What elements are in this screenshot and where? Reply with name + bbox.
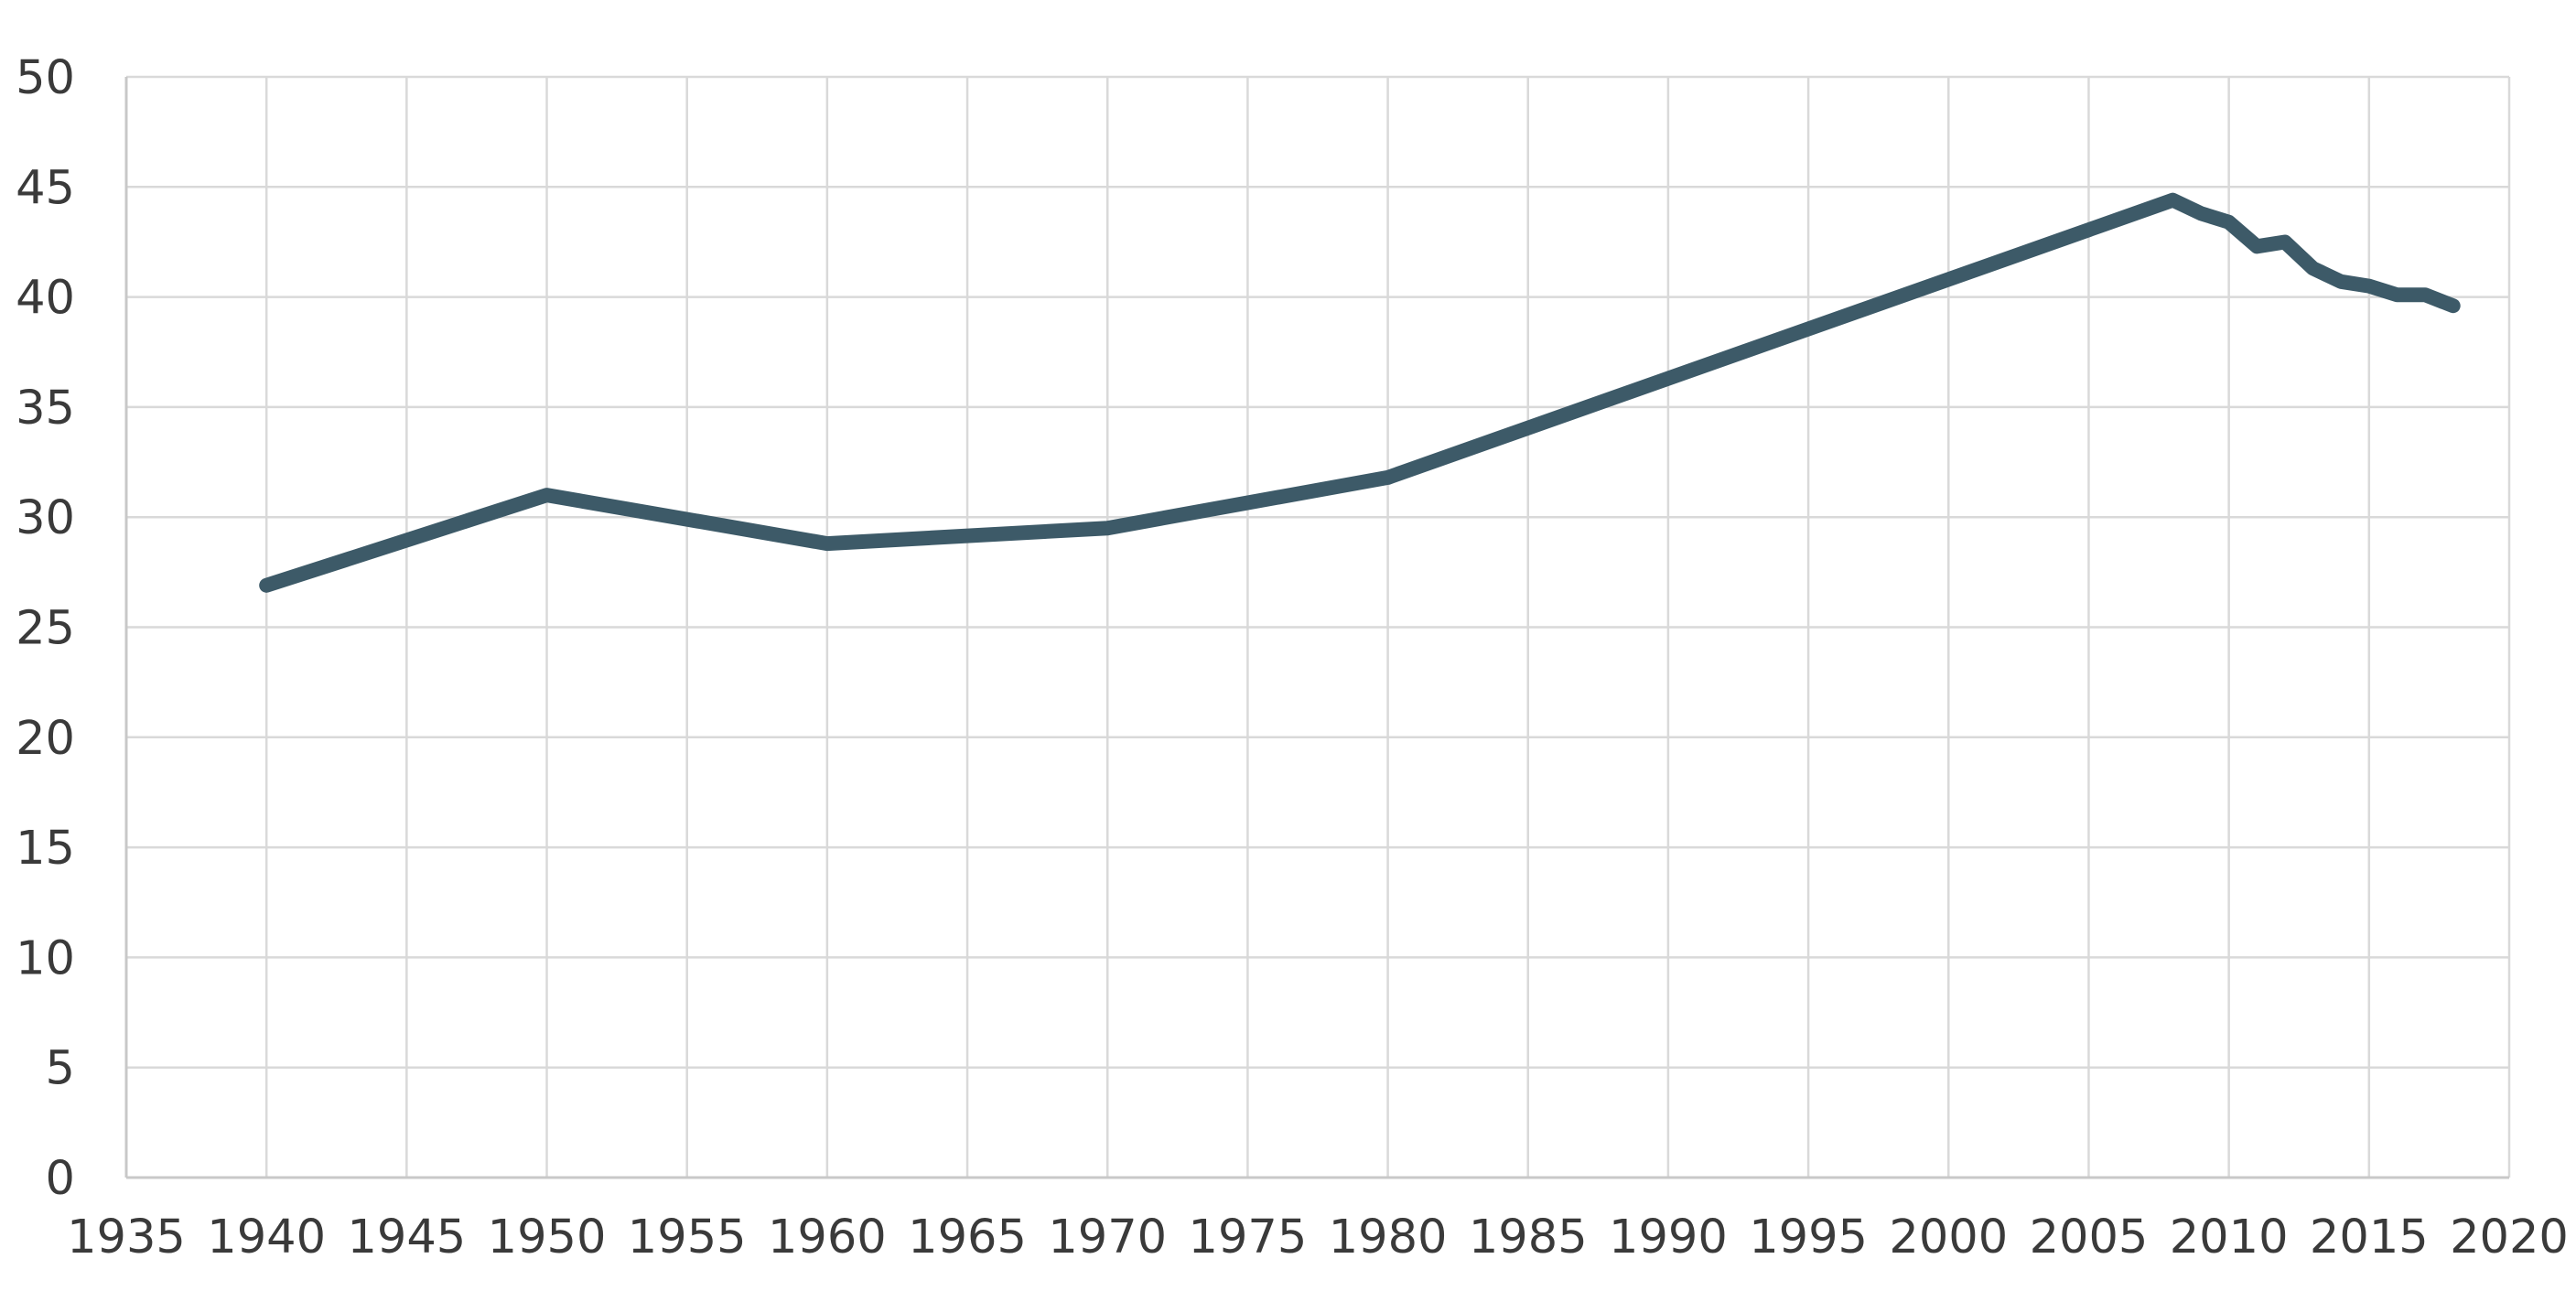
y-tick-label: 25 — [16, 602, 75, 656]
x-tick-label: 1940 — [207, 1210, 326, 1264]
x-tick-label: 1980 — [1329, 1210, 1448, 1264]
x-tick-label: 1985 — [1469, 1210, 1588, 1264]
y-axis-tick-labels: 0 5 10 15 20 25 30 35 40 45 50 — [16, 51, 75, 1206]
y-tick-label: 35 — [16, 382, 75, 436]
x-tick-label: 1990 — [1609, 1210, 1728, 1264]
y-tick-label: 5 — [46, 1042, 75, 1096]
x-tick-label: 1945 — [347, 1210, 466, 1264]
x-tick-label: 1965 — [908, 1210, 1027, 1264]
y-tick-label: 0 — [46, 1152, 75, 1206]
x-tick-label: 1975 — [1189, 1210, 1308, 1264]
x-tick-label: 1955 — [628, 1210, 747, 1264]
y-tick-label: 50 — [16, 51, 75, 105]
x-tick-label: 1935 — [67, 1210, 186, 1264]
x-axis-tick-labels: 1935 1940 1945 1950 1955 1960 1965 1970 1975 1980… — [67, 1210, 2569, 1264]
y-tick-label: 20 — [16, 712, 75, 766]
x-tick-label: 2010 — [2170, 1210, 2289, 1264]
x-tick-label: 1950 — [488, 1210, 607, 1264]
grid — [126, 75, 2511, 1178]
x-tick-label: 2005 — [2030, 1210, 2149, 1264]
y-tick-label: 30 — [16, 491, 75, 545]
y-tick-label: 15 — [16, 822, 75, 876]
x-tick-label: 1960 — [768, 1210, 887, 1264]
series-layer — [259, 192, 2461, 593]
x-tick-label: 2020 — [2450, 1210, 2569, 1264]
x-tick-label: 2015 — [2310, 1210, 2429, 1264]
y-tick-label: 10 — [16, 931, 75, 985]
y-tick-label: 45 — [16, 161, 75, 215]
x-tick-label: 1995 — [1749, 1210, 1868, 1264]
y-tick-label: 40 — [16, 272, 75, 326]
x-tick-label: 1970 — [1048, 1210, 1167, 1264]
x-tick-label: 2000 — [1889, 1210, 2008, 1264]
axes — [124, 77, 2509, 1179]
series-line — [259, 192, 2461, 593]
